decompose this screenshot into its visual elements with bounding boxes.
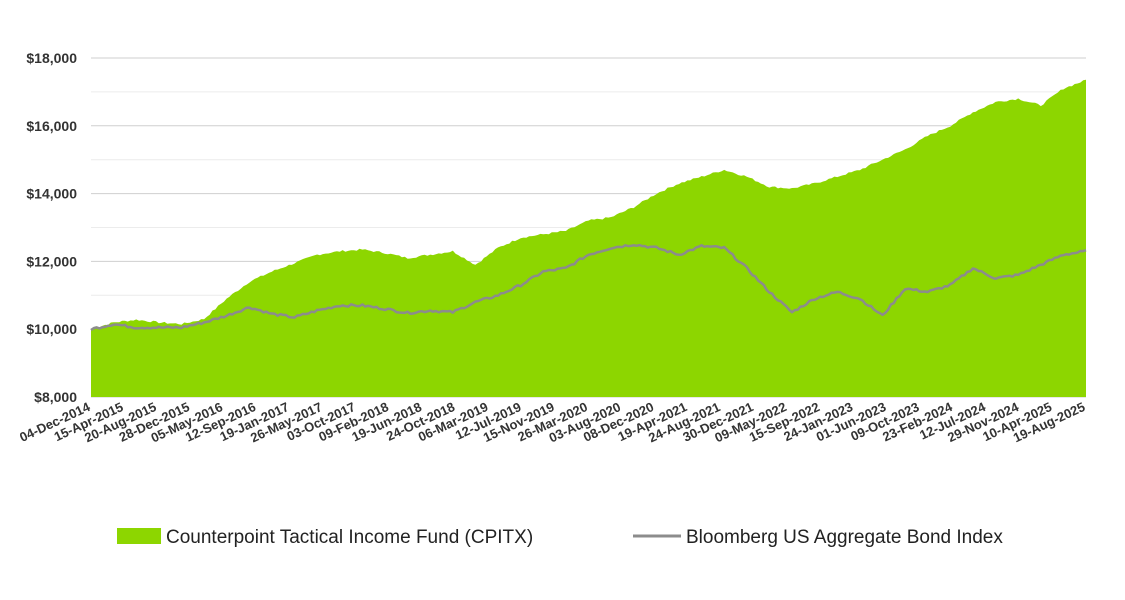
legend: Counterpoint Tactical Income Fund (CPITX… — [117, 527, 1003, 548]
y-tick-label: $10,000 — [26, 321, 77, 337]
index-line-layer — [90, 243, 1087, 332]
fund-area-layer — [91, 79, 1086, 398]
series-line-bloomberg — [90, 243, 1087, 332]
y-tick-label: $14,000 — [26, 186, 77, 202]
y-tick-label: $18,000 — [26, 50, 77, 66]
series-area-cpitx — [91, 79, 1086, 398]
y-tick-label: $8,000 — [34, 389, 77, 405]
y-tick-label: $12,000 — [26, 253, 77, 269]
y-axis: $8,000 $10,000 $12,000 $14,000 $16,000 $18,00… — [26, 50, 77, 405]
x-axis: 04-Dec-201415-Apr-201520-Aug-201528-Dec-… — [17, 399, 1087, 446]
legend-label-fund: Counterpoint Tactical Income Fund (CPITX… — [166, 527, 533, 548]
y-tick-label: $16,000 — [26, 118, 77, 134]
legend-label-index: Bloomberg US Aggregate Bond Index — [686, 527, 1003, 548]
legend-swatch-fund — [117, 528, 161, 544]
